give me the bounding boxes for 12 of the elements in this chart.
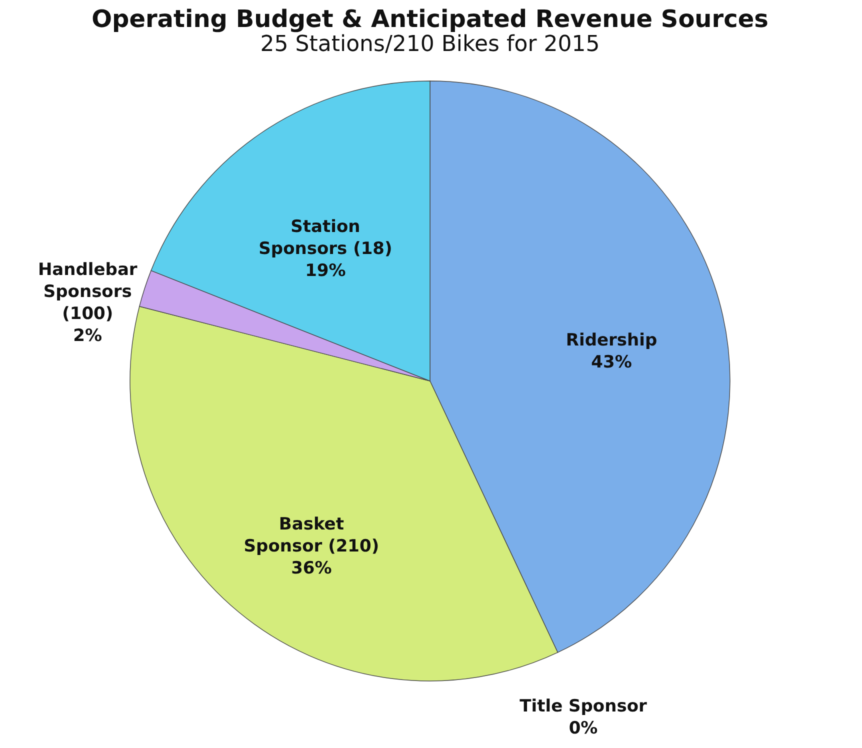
data-label: 36% (291, 558, 332, 578)
chart-subtitle: 25 Stations/210 Bikes for 2015 (260, 32, 600, 57)
data-label: 43% (591, 352, 632, 372)
slice-label: Ridership (566, 330, 658, 350)
slice-label: Station Sponsors (18) (258, 217, 392, 260)
chart-title: Operating Budget & Anticipated Revenue Sources (92, 5, 768, 33)
text: 0% (568, 718, 598, 739)
category-label: Title Sponsor (520, 696, 647, 717)
slice-label: Handlebar Sponsors (100) (38, 260, 138, 324)
data-label: 2% (73, 326, 102, 346)
slice-label: Basket Sponsor (210) (244, 514, 380, 556)
data-label: 19% (305, 261, 346, 282)
